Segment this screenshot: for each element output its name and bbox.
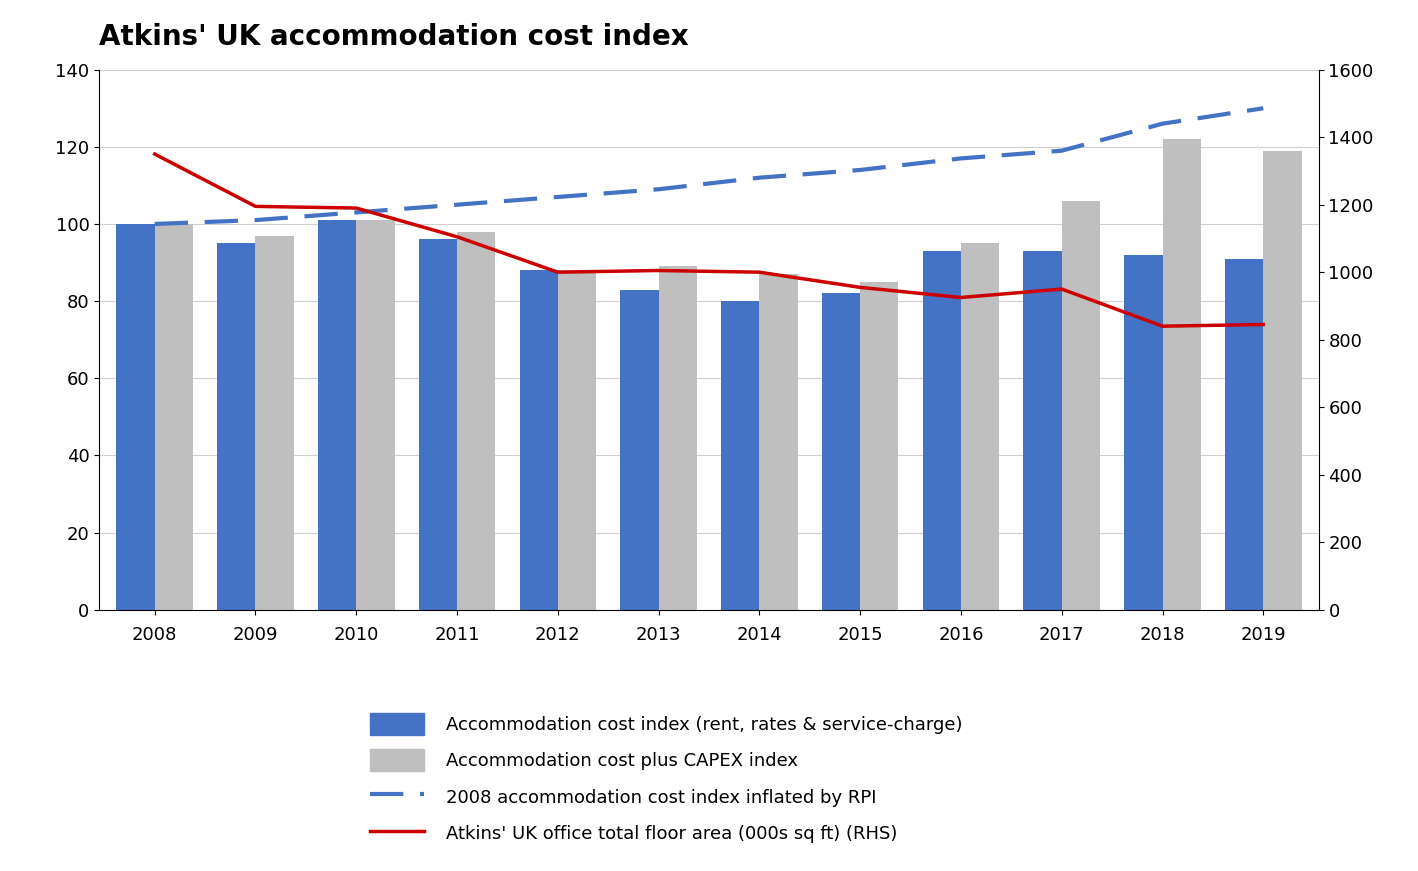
2008 accommodation cost index inflated by RPI: [448, 199, 465, 210]
Atkins' UK office total floor area (000s sq ft) (RHS): [852, 282, 869, 293]
2008 accommodation cost index inflated by RPI: [1154, 118, 1171, 129]
Bar: [722, 301, 760, 610]
Bar: [519, 270, 557, 610]
Bar: [116, 224, 155, 610]
Atkins' UK office total floor area (000s sq ft) (RHS): [448, 232, 465, 242]
Bar: [255, 235, 294, 610]
Bar: [658, 267, 696, 610]
Atkins' UK office total floor area (000s sq ft) (RHS): [549, 267, 566, 277]
Bar: [1124, 255, 1163, 610]
2008 accommodation cost index inflated by RPI: [953, 153, 970, 164]
Bar: [1062, 201, 1100, 610]
2008 accommodation cost index inflated by RPI: [852, 165, 869, 175]
Atkins' UK office total floor area (000s sq ft) (RHS): [1255, 320, 1272, 330]
Bar: [861, 282, 899, 610]
Bar: [923, 251, 961, 610]
Atkins' UK office total floor area (000s sq ft) (RHS): [953, 293, 970, 303]
2008 accommodation cost index inflated by RPI: [146, 219, 163, 229]
2008 accommodation cost index inflated by RPI: [347, 207, 364, 218]
Atkins' UK office total floor area (000s sq ft) (RHS): [752, 267, 769, 277]
Text: Atkins' UK accommodation cost index: Atkins' UK accommodation cost index: [99, 23, 689, 51]
Atkins' UK office total floor area (000s sq ft) (RHS): [1054, 284, 1071, 294]
Bar: [961, 243, 1000, 610]
2008 accommodation cost index inflated by RPI: [1255, 103, 1272, 113]
Bar: [155, 224, 193, 610]
2008 accommodation cost index inflated by RPI: [549, 192, 566, 202]
Atkins' UK office total floor area (000s sq ft) (RHS): [146, 149, 163, 159]
2008 accommodation cost index inflated by RPI: [1054, 145, 1071, 156]
Bar: [356, 220, 394, 610]
Bar: [1163, 139, 1201, 610]
Bar: [1263, 151, 1302, 610]
Line: Atkins' UK office total floor area (000s sq ft) (RHS): Atkins' UK office total floor area (000s…: [155, 154, 1263, 327]
Bar: [1024, 251, 1062, 610]
2008 accommodation cost index inflated by RPI: [649, 184, 666, 194]
2008 accommodation cost index inflated by RPI: [247, 215, 264, 226]
2008 accommodation cost index inflated by RPI: [752, 172, 769, 183]
Atkins' UK office total floor area (000s sq ft) (RHS): [247, 201, 264, 212]
Bar: [217, 243, 255, 610]
Bar: [620, 289, 658, 610]
Line: 2008 accommodation cost index inflated by RPI: 2008 accommodation cost index inflated b…: [155, 108, 1263, 224]
Atkins' UK office total floor area (000s sq ft) (RHS): [1154, 321, 1171, 332]
Legend: Accommodation cost index (rent, rates & service-charge), Accommodation cost plus: Accommodation cost index (rent, rates & …: [362, 704, 971, 854]
Atkins' UK office total floor area (000s sq ft) (RHS): [649, 266, 666, 276]
Bar: [760, 274, 798, 610]
Bar: [418, 240, 457, 610]
Bar: [557, 270, 596, 610]
Bar: [318, 220, 356, 610]
Bar: [457, 232, 495, 610]
Bar: [1225, 259, 1263, 610]
Bar: [822, 294, 861, 610]
Atkins' UK office total floor area (000s sq ft) (RHS): [347, 203, 364, 213]
